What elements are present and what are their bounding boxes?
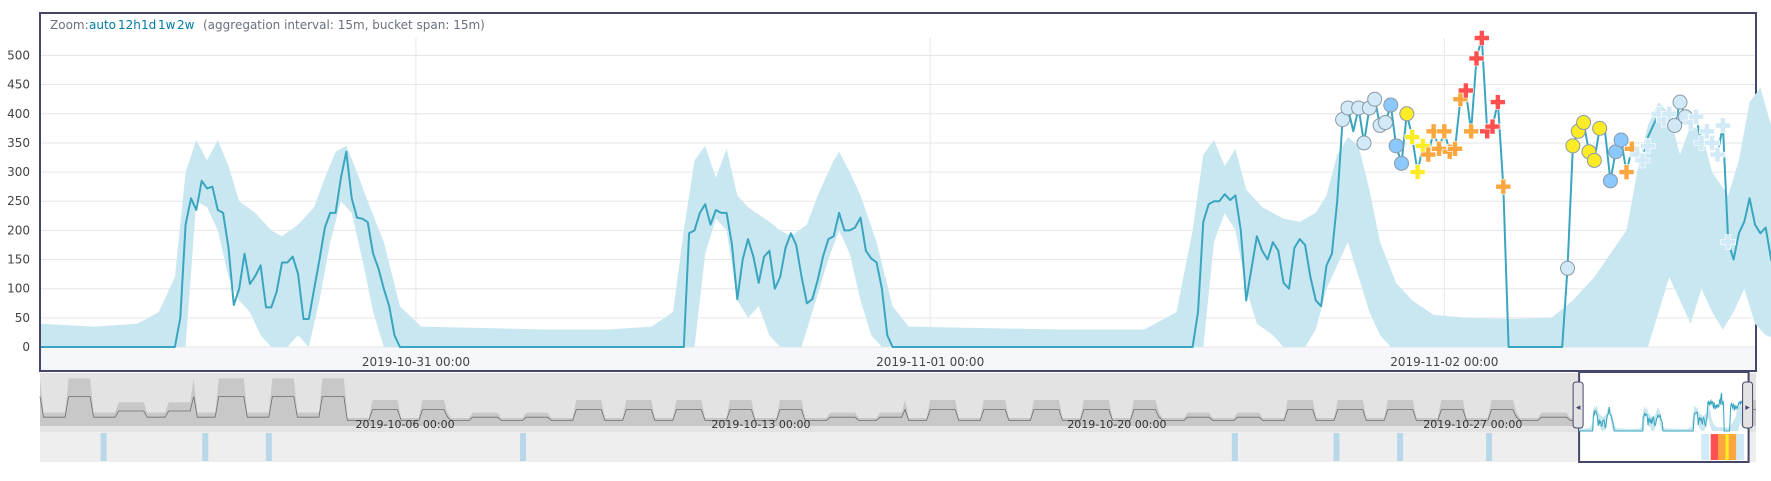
anomaly-marker-warning [1603, 174, 1617, 188]
swimlane-mark-warning [101, 433, 107, 461]
anomaly-marker-minor [1577, 116, 1591, 130]
zoom-option-1w[interactable]: 1w [158, 18, 176, 32]
anomaly-marker-warning [1394, 156, 1408, 170]
anomaly-marker-minor [1400, 107, 1414, 121]
anomaly-marker-low [1368, 92, 1382, 106]
anomaly-marker-warning [1614, 133, 1628, 147]
y-tick-label: 500 [7, 48, 30, 62]
anomaly-marker-low [1673, 95, 1687, 109]
anomaly-marker-low [1378, 116, 1392, 130]
anomaly-marker-minor [1587, 153, 1601, 167]
y-tick-label: 50 [15, 311, 30, 325]
swimlane-mark-warning [202, 433, 208, 461]
zoom-bar: Zoom: auto 12h 1d 1w 2w (aggregation int… [50, 18, 485, 32]
brush-swimlane-mark [1736, 434, 1744, 460]
swimlane-mark-warning [1486, 433, 1492, 461]
x-tick-label: 2019-10-31 00:00 [362, 355, 470, 369]
anomaly-marker-low [1561, 261, 1575, 275]
y-tick-label: 200 [7, 223, 30, 237]
anomaly-marker-low [1357, 136, 1371, 150]
swimlane-mark-warning [1397, 433, 1403, 461]
context-brush[interactable]: ◂ ▸ [1573, 372, 1752, 462]
zoom-option-1d[interactable]: 1d [141, 18, 156, 32]
y-tick-label: 450 [7, 78, 30, 92]
brush-swimlane-mark [1729, 434, 1737, 460]
x-tick-label: 2019-11-02 00:00 [1390, 355, 1498, 369]
brush-swimlane-mark [1718, 434, 1726, 460]
anomaly-marker-warning [1384, 98, 1398, 112]
y-tick-label: 300 [7, 165, 30, 179]
y-axis: 0 50 100 150 200 250 300 350 400 450 500 [7, 48, 30, 354]
context-date-label: 2019-10-27 00:00 [1423, 418, 1522, 431]
context-swimlane [40, 432, 1756, 462]
anomaly-marker-minor [1593, 121, 1607, 135]
aggregation-info: (aggregation interval: 15m, bucket span:… [203, 18, 485, 32]
y-tick-label: 400 [7, 107, 30, 121]
anomaly-marker-minor [1566, 139, 1580, 153]
anomaly-marker-warning [1389, 139, 1403, 153]
zoom-option-auto[interactable]: auto [89, 18, 116, 32]
zoom-option-12h[interactable]: 12h [118, 18, 141, 32]
context-date-label: 2019-10-13 00:00 [711, 418, 810, 431]
y-tick-label: 100 [7, 282, 30, 296]
x-tick-label: 2019-11-01 00:00 [876, 355, 984, 369]
y-tick-label: 350 [7, 136, 30, 150]
context-date-label: 2019-10-20 00:00 [1067, 418, 1166, 431]
swimlane-mark-warning [1232, 433, 1238, 461]
swimlane-mark-warning [520, 433, 526, 461]
zoom-option-2w[interactable]: 2w [177, 18, 195, 32]
brush-handle-left-icon: ◂ [1576, 403, 1581, 413]
zoom-label: Zoom: [50, 18, 89, 32]
context-date-label: 2019-10-06 00:00 [356, 418, 455, 431]
swimlane-mark-warning [1334, 433, 1340, 461]
y-tick-label: 150 [7, 253, 30, 267]
brush-swimlane-mark [1701, 434, 1709, 460]
context-chart: 2019-10-06 00:00 2019-10-13 00:00 2019-10-… [40, 372, 1756, 462]
swimlane-mark-warning [266, 433, 272, 461]
y-tick-label: 250 [7, 194, 30, 208]
brush-handle-right-icon: ▸ [1745, 403, 1750, 413]
y-tick-label: 0 [22, 340, 30, 354]
